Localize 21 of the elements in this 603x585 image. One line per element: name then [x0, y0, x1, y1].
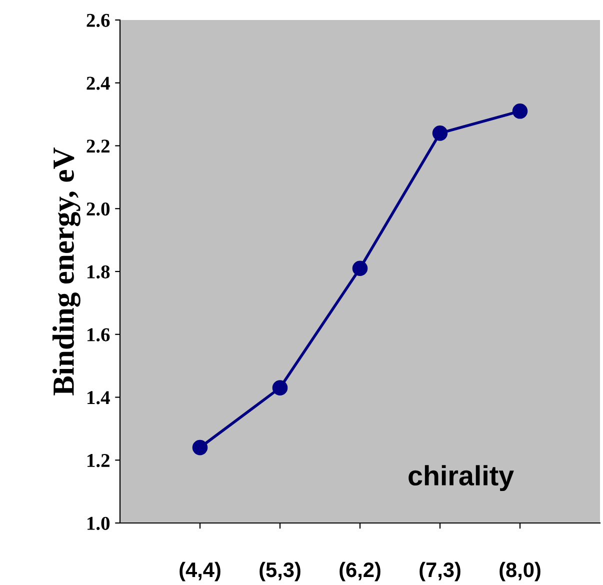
point: [352, 260, 368, 276]
y-tick-label: 1.4: [88, 391, 110, 404]
y-tick-label: 1.0: [88, 516, 110, 530]
y-tick-label: 2.6: [86, 14, 110, 28]
x-axis-title: chirality: [408, 465, 514, 492]
y-tick-label: 2.4: [86, 76, 110, 90]
y-tick-label: 1.2: [88, 454, 110, 468]
x-tick-label: (6,2): [340, 562, 380, 582]
y-tick-label: 1.6: [88, 328, 110, 342]
y-tick-label: 2.2: [86, 140, 110, 153]
x-tick-label: (4,4): [180, 562, 220, 582]
y-tick-label: 1.8: [88, 265, 110, 279]
x-tick-label: (5,3): [260, 562, 300, 582]
y-tick-label: 2.0: [86, 202, 110, 216]
y-axis-title: Binding energy, eV: [52, 147, 80, 396]
x-tick-label: (7,3): [420, 562, 460, 582]
point: [432, 126, 448, 141]
point: [272, 380, 288, 396]
point: [512, 104, 528, 119]
x-tick-label: (8,0): [500, 562, 540, 582]
point: [192, 440, 208, 456]
